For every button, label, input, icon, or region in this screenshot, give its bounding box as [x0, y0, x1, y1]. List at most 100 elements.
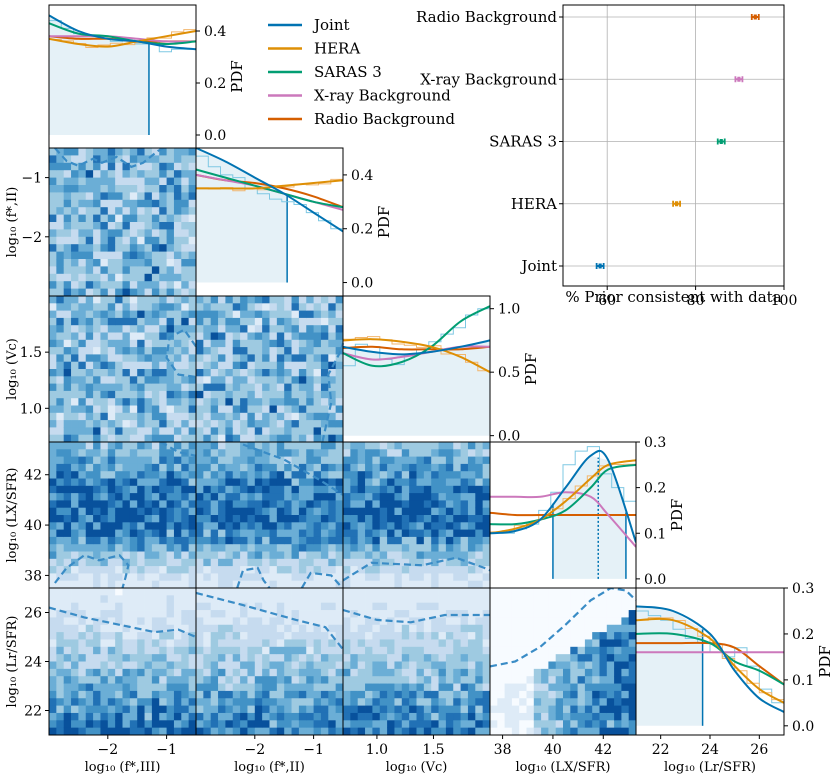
heatmap-cell — [533, 602, 542, 611]
heatmap-cell — [320, 515, 329, 523]
heatmap-cell — [247, 573, 256, 582]
heatmap-cell — [541, 705, 549, 714]
heatmap-cell — [210, 500, 219, 509]
heatmap-cell — [490, 610, 498, 618]
x-axis-label: log₁₀ (Lr/SFR) — [664, 760, 756, 775]
heatmap-cell — [247, 347, 256, 355]
heatmap-cell — [599, 712, 608, 721]
heatmap-cell — [173, 463, 182, 472]
heatmap-cell — [416, 478, 425, 487]
heatmap-cell — [555, 668, 564, 677]
heatmap-cell — [519, 595, 527, 604]
heatmap-cell — [306, 551, 314, 560]
heatmap-cell — [276, 515, 285, 523]
heatmap-cell — [504, 639, 513, 648]
heatmap-cell — [144, 251, 153, 260]
heatmap-cell — [276, 310, 285, 319]
heatmap-cell — [181, 296, 190, 304]
heatmap-cell — [137, 485, 145, 494]
heatmap-cell — [247, 376, 256, 384]
heatmap-cell — [218, 639, 226, 648]
heatmap-cell — [394, 690, 403, 699]
heatmap-cell — [188, 573, 197, 582]
heatmap-cell — [122, 500, 131, 509]
heatmap-cell — [284, 507, 292, 516]
heatmap-cell — [365, 471, 373, 479]
heatmap-cell — [269, 515, 278, 523]
heatmap-cell — [85, 162, 94, 171]
heatmap-cell — [584, 676, 593, 684]
heatmap-cell — [181, 427, 190, 436]
heatmap-cell — [291, 449, 300, 457]
heatmap-cell — [85, 449, 94, 457]
heatmap-cell — [269, 442, 278, 450]
heatmap-cell — [262, 471, 270, 479]
heatmap-cell — [269, 536, 278, 545]
heatmap-cell — [218, 566, 226, 574]
heatmap-cell — [490, 595, 498, 604]
heatmap-cell — [159, 347, 167, 355]
heatmap-cell — [394, 515, 403, 523]
heatmap-cell — [151, 573, 160, 582]
heatmap-cell — [511, 698, 520, 706]
heatmap-cell — [306, 698, 314, 706]
heatmap-cell — [628, 661, 637, 670]
heatmap-cell — [93, 412, 101, 421]
heatmap-cell — [262, 558, 270, 567]
heatmap-cell — [49, 522, 57, 530]
heatmap-cell — [372, 449, 381, 457]
heatmap-cell — [144, 317, 153, 326]
heatmap-cell — [107, 471, 116, 479]
heatmap-cell — [129, 170, 138, 178]
heatmap-cell — [526, 632, 535, 640]
heatmap-cell — [467, 595, 476, 604]
heatmap-cell — [85, 229, 94, 238]
heatmap-cell — [85, 222, 94, 230]
heatmap-cell — [394, 485, 403, 494]
heatmap-cell — [203, 303, 212, 311]
heatmap-cell — [490, 617, 498, 626]
heatmap-cell — [497, 698, 505, 706]
heatmap-cell — [122, 244, 131, 252]
heatmap-cell — [210, 354, 219, 363]
heatmap-cell — [107, 529, 116, 538]
heatmap-cell — [467, 602, 476, 611]
heatmap-cell — [56, 148, 65, 156]
heatmap-cell — [416, 727, 425, 736]
heatmap-cell — [482, 683, 491, 692]
heatmap-cell — [71, 471, 79, 479]
heatmap-cell — [438, 493, 447, 501]
heatmap-cell — [621, 712, 630, 721]
heatmap-cell — [159, 522, 167, 530]
heatmap-cell — [328, 705, 337, 714]
pdf-line-saras-3 — [49, 22, 196, 46]
heatmap-cell — [173, 170, 182, 178]
heatmap-cell — [306, 595, 314, 604]
heatmap-cell — [431, 463, 439, 472]
heatmap-cell — [232, 361, 241, 370]
heatmap-cell — [196, 573, 204, 582]
heatmap-cell — [357, 705, 366, 714]
heatmap-cell — [225, 602, 234, 611]
heatmap-cell — [577, 712, 586, 721]
heatmap-cell — [129, 251, 138, 260]
heatmap-cell — [335, 296, 344, 304]
heatmap-cell — [555, 610, 564, 618]
legend-label: HERA — [314, 40, 360, 58]
heatmap-cell — [298, 493, 307, 501]
heatmap-cell — [284, 705, 292, 714]
heatmap-cell — [247, 529, 256, 538]
heatmap-cell — [563, 624, 571, 633]
heatmap-cell — [49, 192, 57, 201]
heatmap-cell — [203, 727, 212, 736]
heatmap-cell — [291, 624, 300, 633]
heatmap-cell — [78, 676, 87, 684]
heatmap-cell — [93, 705, 101, 714]
heatmap-cell — [379, 471, 388, 479]
heatmap-cell — [173, 412, 182, 421]
heatmap-cell — [269, 456, 278, 465]
heatmap-cell — [254, 390, 263, 399]
heatmap-cell — [379, 463, 388, 472]
heatmap-cell — [438, 588, 447, 596]
heatmap-cell — [240, 500, 248, 509]
